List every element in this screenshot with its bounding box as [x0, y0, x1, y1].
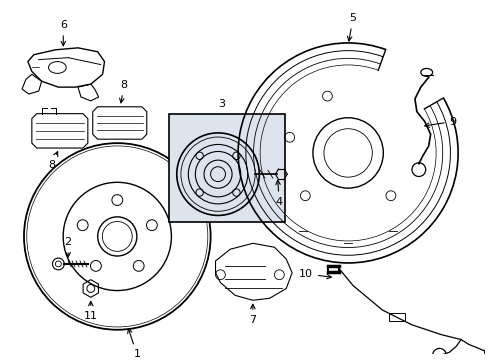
Text: 7: 7: [249, 304, 256, 325]
Text: 6: 6: [60, 20, 67, 46]
Text: 1: 1: [127, 329, 140, 359]
Text: 4: 4: [275, 180, 283, 207]
Bar: [169, 114, 285, 222]
Bar: [388, 313, 404, 321]
Text: 3: 3: [218, 99, 224, 109]
Text: 10: 10: [298, 269, 331, 279]
Text: 9: 9: [424, 117, 456, 127]
Text: 5: 5: [347, 13, 356, 41]
Text: 2: 2: [64, 237, 72, 257]
Text: 8: 8: [48, 152, 58, 170]
Text: 8: 8: [120, 80, 127, 103]
Text: 11: 11: [83, 301, 98, 321]
